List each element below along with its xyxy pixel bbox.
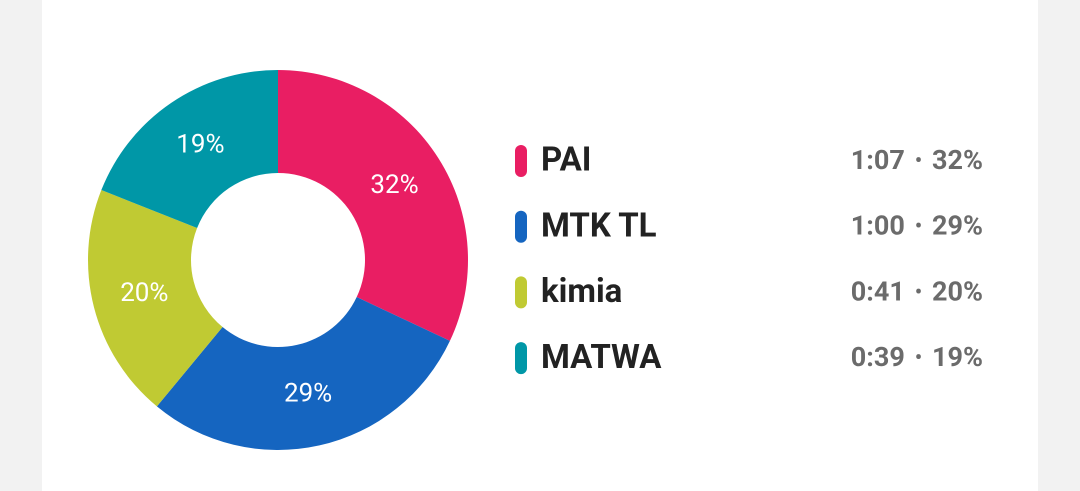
percent: 29% <box>932 210 983 242</box>
duration: 1:00 <box>851 210 905 242</box>
separator: • <box>915 148 922 172</box>
legend-swatch <box>515 276 527 309</box>
slice <box>101 70 278 228</box>
legend-swatch <box>515 145 527 177</box>
slice-label: 20% <box>120 278 168 308</box>
percent: 20% <box>932 276 983 308</box>
legend-detail: 1:07 • 32% <box>851 144 983 176</box>
separator: • <box>915 345 922 369</box>
slice <box>87 190 223 407</box>
separator: • <box>915 214 922 238</box>
percent: 32% <box>932 144 983 176</box>
slice <box>278 70 468 341</box>
legend-detail: 0:41 • 20% <box>851 276 983 308</box>
slice-label: 29% <box>284 379 332 409</box>
duration: 0:39 <box>851 341 905 373</box>
slice <box>156 297 450 450</box>
duration: 0:41 <box>851 276 905 308</box>
legend-swatch <box>515 210 527 243</box>
legend-label: PAI <box>541 141 591 180</box>
legend-swatch <box>515 342 527 375</box>
legend-label: MTK TL <box>541 206 657 245</box>
separator: • <box>915 280 922 304</box>
legend-label: MATWA <box>541 338 662 377</box>
legend-label: kimia <box>541 272 622 311</box>
duration: 1:07 <box>851 144 905 176</box>
slice-label: 19% <box>176 130 224 160</box>
slice-label: 32% <box>370 170 418 200</box>
percent: 19% <box>932 341 983 373</box>
legend-detail: 0:39 • 19% <box>851 341 983 373</box>
legend-detail: 1:00 • 29% <box>851 210 983 242</box>
